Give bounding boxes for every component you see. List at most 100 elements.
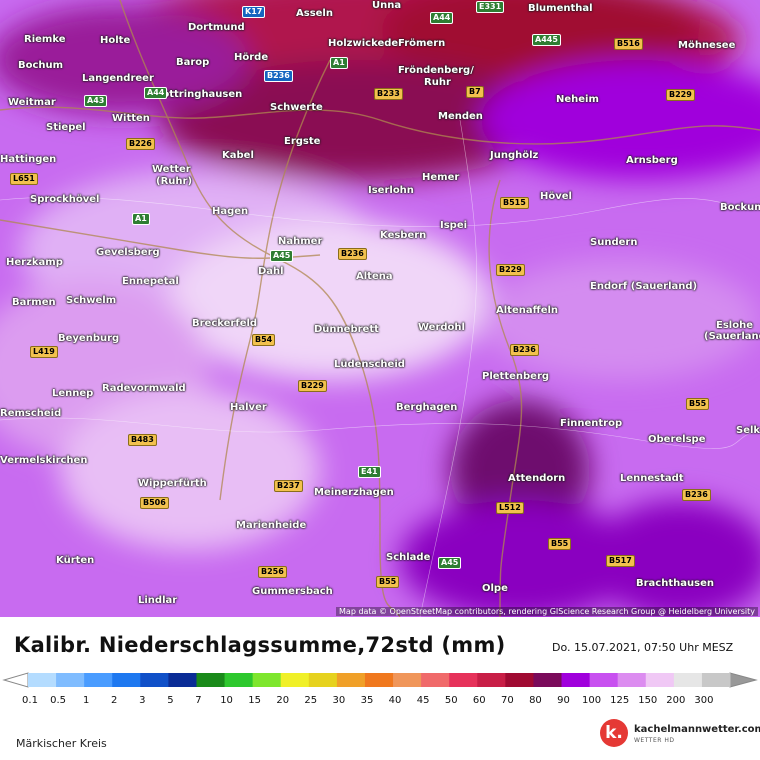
map-attribution: Map data © OpenStreetMap contributors, r… xyxy=(336,607,758,616)
legend-tick-label: 150 xyxy=(638,695,657,706)
city-label: Barop xyxy=(176,57,210,68)
city-label: Fröndenberg/ xyxy=(398,65,474,76)
city-label: Barmen xyxy=(12,297,56,308)
city-label: Ergste xyxy=(284,136,321,147)
legend-swatch xyxy=(673,673,703,687)
city-label: Altena xyxy=(356,271,393,282)
legend-swatch xyxy=(701,673,731,687)
legend-tick-label: 5 xyxy=(167,695,173,706)
city-label: Oberelspe xyxy=(648,434,706,445)
legend-swatch xyxy=(336,673,366,687)
legend-tick-label: 100 xyxy=(582,695,601,706)
map-footer: Kalibr. Niederschlagssumme,72std (mm) Do… xyxy=(0,617,760,760)
city-label: Weitmar xyxy=(8,97,56,108)
city-label: Asseln xyxy=(296,8,333,19)
legend-swatch xyxy=(449,673,478,687)
road-shield: A1 xyxy=(330,57,348,69)
legend-tick-label: 125 xyxy=(610,695,629,706)
city-label: Junghölz xyxy=(490,150,539,161)
city-label: Lindlar xyxy=(138,595,178,606)
road-shield: A45 xyxy=(270,250,294,262)
city-label: Neheim xyxy=(556,94,599,105)
legend-tick-label: 90 xyxy=(557,695,570,706)
city-label: Berghagen xyxy=(396,402,458,413)
legend-swatch xyxy=(112,673,141,687)
legend-swatch xyxy=(533,673,563,687)
brand-logo[interactable]: k. kachelmannwetter.com WETTER HD xyxy=(600,717,760,753)
city-label: Kabel xyxy=(222,150,254,161)
city-label: Werdohl xyxy=(418,322,465,333)
road-shield: A43 xyxy=(84,95,108,107)
city-label: Selk xyxy=(736,425,760,436)
city-label: Ennepetal xyxy=(122,276,179,287)
city-label: Witten xyxy=(112,113,150,124)
kachelmann-logo-icon: k. xyxy=(600,719,628,747)
city-label: Bockum xyxy=(720,202,760,213)
timestamp: Do. 15.07.2021, 07:50 Uhr MESZ xyxy=(552,641,734,654)
city-label: Olpe xyxy=(482,583,508,594)
road-shield: B226 xyxy=(126,138,155,150)
brand-name: kachelmannwetter.com xyxy=(634,724,760,735)
legend-swatch xyxy=(280,673,310,687)
city-label: Beyenburg xyxy=(58,333,120,344)
legend-swatch xyxy=(617,673,647,687)
legend-swatch xyxy=(84,673,113,687)
city-label: Stiepel xyxy=(46,122,86,133)
city-label: Hövel xyxy=(540,191,572,202)
road-shield: B517 xyxy=(606,555,635,567)
city-label: Bochum xyxy=(18,60,64,71)
legend-tick-label: 0.5 xyxy=(50,695,66,706)
brand-subtitle: WETTER HD xyxy=(634,737,675,744)
city-label: Dahl xyxy=(258,266,284,277)
legend-tick-label: 1 xyxy=(83,695,89,706)
city-label: Marienheide xyxy=(236,520,307,531)
legend-tick-label: 40 xyxy=(389,695,402,706)
city-label: Hagen xyxy=(212,206,249,217)
city-label: Radevormwald xyxy=(102,383,186,394)
legend-tick-label: 70 xyxy=(501,695,514,706)
legend-min-arrow xyxy=(2,672,29,688)
road-shield: B237 xyxy=(274,480,303,492)
city-label: Attendorn xyxy=(508,473,566,484)
city-label: Frömern xyxy=(398,38,446,49)
legend-tick-label: 15 xyxy=(248,695,261,706)
city-label: Kürten xyxy=(56,555,95,566)
legend-swatch xyxy=(364,673,394,687)
legend-tick-label: 25 xyxy=(304,695,317,706)
road-shield: B229 xyxy=(298,380,327,392)
city-label: Halver xyxy=(230,402,267,413)
legend-swatch xyxy=(421,673,450,687)
legend-swatch xyxy=(224,673,254,687)
road-shield: L512 xyxy=(496,502,524,514)
city-label: Dortmund xyxy=(188,22,245,33)
city-label: Hattingen xyxy=(0,154,57,165)
city-label: Sundern xyxy=(590,237,638,248)
road-shield: B515 xyxy=(500,197,529,209)
legend-swatch xyxy=(252,673,282,687)
city-label: Vermelskirchen xyxy=(0,455,88,466)
legend-swatch xyxy=(28,673,57,687)
road-shield: B236 xyxy=(510,344,539,356)
road-shield: E331 xyxy=(476,1,505,13)
legend-swatch xyxy=(645,673,675,687)
road-shield: B236 xyxy=(338,248,367,260)
precipitation-map[interactable]: Dortmund Asseln Unna Blumenthal Riemke Holte H… xyxy=(0,0,760,617)
legend-swatch xyxy=(140,673,169,687)
city-label: Plettenberg xyxy=(482,371,550,382)
city-label: Möhnesee xyxy=(678,40,736,51)
city-label: Meinerzhagen xyxy=(314,487,394,498)
city-label: Breckerfeld xyxy=(192,318,258,329)
road-shield: B483 xyxy=(128,434,157,446)
city-label: Wetter xyxy=(152,164,191,175)
precipitation-field xyxy=(0,0,760,617)
legend-tick-label: 7 xyxy=(195,695,201,706)
city-label: Schwerte xyxy=(270,102,323,113)
city-label: Lüdenscheid xyxy=(334,359,405,370)
road-shield: A44 xyxy=(430,12,454,24)
legend-tick-label: 60 xyxy=(473,695,486,706)
city-label: Lennestadt xyxy=(620,473,684,484)
city-label: Ispei xyxy=(440,220,468,231)
legend-swatch xyxy=(168,673,197,687)
city-label: Ruhr xyxy=(424,77,451,88)
legend-swatch xyxy=(477,673,506,687)
